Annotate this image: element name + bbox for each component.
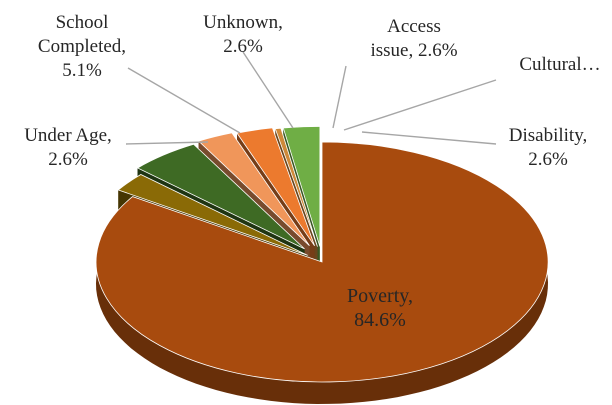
data-label-under-age: Under Age, 2.6% — [24, 125, 112, 170]
data-label-unknown: Unknown, 2.6% — [203, 12, 283, 57]
pie-slice-poverty — [95, 141, 549, 383]
leader-line — [361, 131, 497, 145]
pie-slice-school-completed — [136, 143, 305, 250]
leader-line — [125, 141, 209, 145]
data-label-disability: Disability, 2.6% — [509, 125, 587, 170]
pie-slice-disability — [282, 126, 321, 247]
pie-slice-unknown — [197, 132, 310, 246]
leader-line — [332, 65, 347, 129]
pie-slice-access-issue — [236, 127, 315, 247]
data-label-school-completed: School Completed, 5.1% — [38, 12, 126, 81]
leader-line — [127, 67, 241, 134]
data-label-cultural: Cultural… — [519, 54, 600, 75]
pie-slice-cultural — [274, 127, 318, 247]
data-label-poverty: Poverty, 84.6% — [347, 285, 413, 331]
leader-line — [343, 79, 497, 131]
leader-line — [242, 51, 294, 129]
pie-slice-under-age — [117, 174, 308, 256]
data-label-access-issue: Access issue, 2.6% — [370, 16, 457, 61]
